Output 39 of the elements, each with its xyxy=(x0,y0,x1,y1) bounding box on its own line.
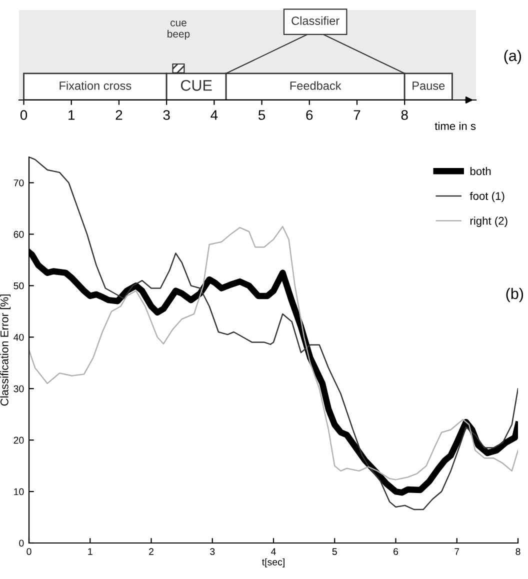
x-tick-label: 7 xyxy=(454,548,460,555)
x-tick-label: 5 xyxy=(332,548,337,555)
series-label: CUE xyxy=(180,80,212,91)
legend-label: foot (1) xyxy=(470,192,504,202)
series-label: Fixation cross xyxy=(60,81,132,90)
text: Classifier xyxy=(292,16,340,25)
text: (a) xyxy=(504,50,522,64)
series-label: Feedback xyxy=(290,81,342,90)
y-tick-label: 30 xyxy=(14,385,24,392)
y-tick-label: 60 xyxy=(14,230,24,238)
x-tick-label: 3 xyxy=(163,110,170,120)
x-axis-title: time in s xyxy=(434,122,476,130)
y-tick-label: 70 xyxy=(14,179,24,186)
x-tick-label: 1 xyxy=(68,110,75,120)
x-tick-label: 4 xyxy=(210,110,218,120)
x-tick-label: 8 xyxy=(516,548,520,555)
y-axis-title: Classification Error [%] xyxy=(0,294,11,406)
x-tick-label: 0 xyxy=(26,548,32,555)
y-tick-label: 10 xyxy=(14,488,24,496)
annotation: (b) xyxy=(506,288,524,302)
x-tick-label: 4 xyxy=(271,548,276,555)
text: cue beep xyxy=(168,20,190,40)
y-tick-label: 0 xyxy=(19,540,24,547)
series-label: Pause xyxy=(412,82,445,90)
y-tick-label: 50 xyxy=(14,282,24,290)
y-tick-label: 20 xyxy=(14,436,24,444)
x-tick-label: 6 xyxy=(306,110,313,120)
y-tick-label: 40 xyxy=(14,334,24,341)
x-tick-label: 7 xyxy=(354,110,360,120)
x-axis-title: t[sec] xyxy=(262,558,284,568)
x-tick-label: 6 xyxy=(394,548,398,555)
x-tick-label: 8 xyxy=(401,110,408,120)
legend-label: right (2) xyxy=(470,216,508,227)
x-tick-label: 2 xyxy=(149,548,154,555)
x-tick-label: 5 xyxy=(258,110,266,120)
x-tick-label: 3 xyxy=(210,548,215,555)
x-tick-label: 1 xyxy=(88,548,92,555)
x-tick-label: 2 xyxy=(116,110,122,120)
legend-label: both xyxy=(470,167,491,176)
